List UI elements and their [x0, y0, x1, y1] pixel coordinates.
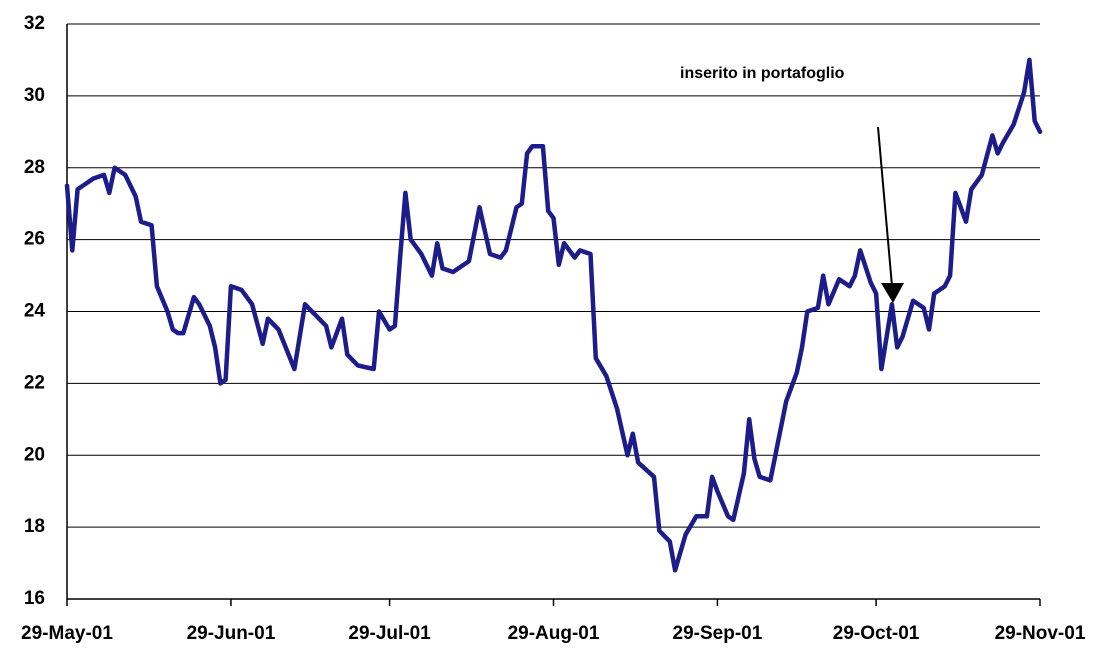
x-tick-label: 29-Sep-01 [673, 623, 763, 644]
y-tick-label: 28 [24, 157, 45, 178]
x-tick-label: 29-Oct-01 [833, 623, 920, 644]
y-tick-label: 24 [24, 301, 46, 322]
x-tick-label: 29-Jun-01 [187, 623, 276, 644]
y-tick-label: 32 [24, 13, 45, 34]
y-tick-label: 18 [24, 516, 45, 537]
y-tick-label: 16 [24, 588, 45, 609]
y-tick-label: 20 [24, 444, 45, 465]
annotation-arrow [877, 126, 893, 287]
data-line [64, 57, 1043, 573]
arrow-head [881, 283, 904, 303]
annotation: inserito in portafoglio [680, 65, 845, 82]
x-tick-label: 29-May-01 [21, 623, 113, 644]
x-tick-label: 29-Jul-01 [348, 623, 431, 644]
y-tick-label: 30 [24, 85, 45, 106]
y-tick-label: 22 [24, 372, 45, 393]
x-tick-label: 29-Aug-01 [508, 623, 600, 644]
x-tick-label: 29-Nov-01 [995, 623, 1086, 644]
y-tick-label: 26 [24, 229, 45, 250]
